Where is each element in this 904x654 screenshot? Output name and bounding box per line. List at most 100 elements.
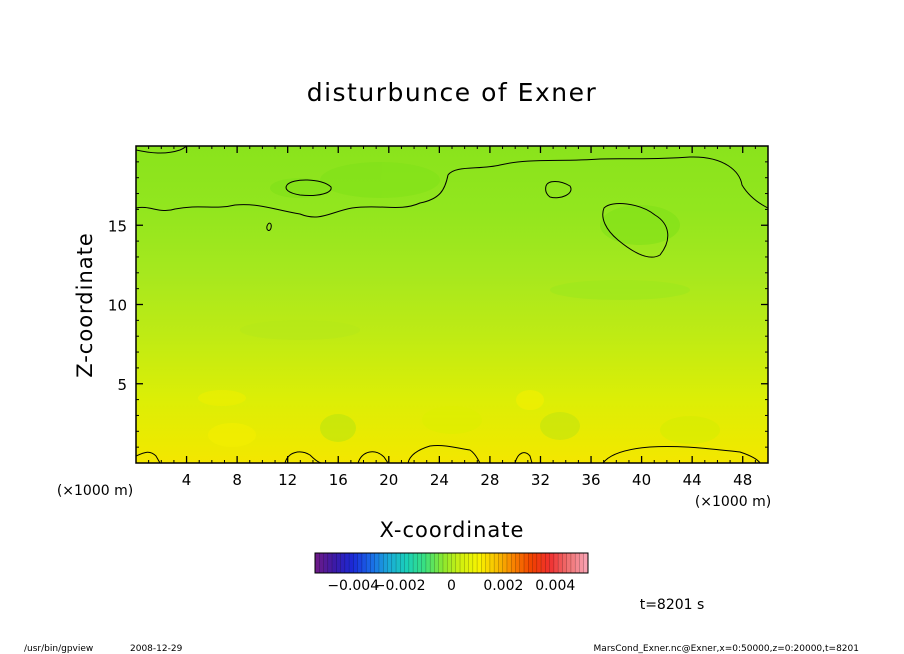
x-tick-label: 48 <box>733 471 752 489</box>
contour-closed-3 <box>602 203 669 258</box>
colorbar-cell <box>349 553 354 573</box>
x-tick-label: 36 <box>581 471 600 489</box>
colorbar-cell <box>370 553 376 573</box>
colorbar-tick-label: −0.002 <box>374 578 426 594</box>
colorbar-cell <box>494 553 499 573</box>
colorbar-cell <box>455 553 461 573</box>
colorbar-cell <box>532 553 538 573</box>
program-name: /usr/bin/gpview <box>24 644 93 654</box>
colorbar-cell <box>472 553 478 573</box>
contour-closed-4 <box>266 222 272 231</box>
colorbar-cell <box>357 553 363 573</box>
x-tick-label: 32 <box>531 471 550 489</box>
y-axis: 5 10 15 <box>108 161 768 448</box>
colorbar-cell <box>417 553 422 573</box>
colorbar-cell <box>545 553 550 573</box>
colorbar <box>314 552 589 574</box>
contour-bottom-3 <box>357 451 389 463</box>
contour-bottom-6 <box>602 445 761 463</box>
colorbar-cell <box>344 553 350 573</box>
colorbar-cell <box>575 553 580 573</box>
x-tick-label: 20 <box>379 471 398 489</box>
colorbar-cell <box>425 553 431 573</box>
colorbar-cell <box>485 553 491 573</box>
colorbar-cell <box>383 553 388 573</box>
colorbar-cell <box>524 553 529 573</box>
colorbar-cell <box>319 553 324 573</box>
colorbar-cell <box>498 553 503 573</box>
colorbar-cell <box>579 553 585 573</box>
colorbar-cell <box>323 553 329 573</box>
colorbar-cell <box>421 553 427 573</box>
contour-bottom-4 <box>407 445 481 463</box>
colorbar-tick-label: −0.004 <box>327 578 379 594</box>
colorbar-cell <box>566 553 572 573</box>
contour-closed-2 <box>545 181 572 199</box>
x-tick-label: 24 <box>430 471 449 489</box>
colorbar-cell <box>502 553 508 573</box>
y-tick-label: 15 <box>108 217 127 235</box>
colorbar-tick-label: 0.004 <box>535 578 575 594</box>
contour-bottom-5 <box>514 452 533 463</box>
colorbar-cell <box>558 553 563 573</box>
colorbar-cell <box>460 553 465 573</box>
x-tick-label: 8 <box>232 471 242 489</box>
colorbar-cell <box>570 553 576 573</box>
colorbar-cell <box>332 553 337 573</box>
colorbar-cell <box>541 553 546 573</box>
colorbar-cell <box>515 553 521 573</box>
x-tick-label: 4 <box>182 471 192 489</box>
colorbar-cell <box>489 553 495 573</box>
colorbar-cell <box>396 553 401 573</box>
colorbar-cell <box>387 553 393 573</box>
colorbar-cell <box>536 553 542 573</box>
colorbar-cell <box>374 553 380 573</box>
colorbar-cell <box>408 553 414 573</box>
colorbar-cell <box>451 553 457 573</box>
x-tick-label: 16 <box>329 471 348 489</box>
colorbar-tick-label: 0 <box>447 578 456 594</box>
x-axis: 4 8 12 16 20 24 28 32 36 40 44 48 <box>148 146 756 489</box>
colorbar-cell <box>361 553 367 573</box>
time-label: t=8201 s <box>640 597 705 613</box>
x-unit-left: (×1000 m) <box>57 483 133 499</box>
colorbar-cell <box>583 553 589 573</box>
colorbar-cell <box>400 553 405 573</box>
y-axis-label: Z-coordinate <box>73 232 97 378</box>
x-unit-right: (×1000 m) <box>695 494 771 510</box>
colorbar-cell <box>430 553 435 573</box>
colorbar-cell <box>468 553 474 573</box>
colorbar-tick-labels: −0.004−0.002 0 0.002 0.004 <box>327 578 575 594</box>
colorbar-cell <box>506 553 512 573</box>
x-tick-label: 12 <box>278 471 297 489</box>
chart-title: disturbunce of Exner <box>307 78 598 107</box>
colorbar-cell <box>511 553 516 573</box>
colorbar-cell <box>549 553 555 573</box>
colorbar-cell <box>340 553 346 573</box>
x-tick-label: 44 <box>683 471 702 489</box>
colorbar-cell <box>481 553 486 573</box>
colorbar-frame <box>314 552 589 574</box>
x-axis-label: X-coordinate <box>380 518 525 542</box>
contour-lines <box>136 146 768 463</box>
colorbar-cell <box>553 553 559 573</box>
data-source: MarsCond_Exner.nc@Exner,x=0:50000,z=0:20… <box>594 644 859 654</box>
colorbar-cell <box>438 553 444 573</box>
x-tick-label: 28 <box>480 471 499 489</box>
colorbar-cell <box>404 553 410 573</box>
colorbar-cell <box>447 553 452 573</box>
colorbar-cell <box>315 553 320 573</box>
colorbar-tick-label: 0.002 <box>483 578 523 594</box>
colorbar-cell <box>353 553 358 573</box>
colorbar-cell <box>434 553 440 573</box>
field-texture <box>198 162 720 447</box>
colorbar-cell <box>442 553 448 573</box>
contour-closed-1 <box>285 179 332 196</box>
colorbar-cell <box>477 553 482 573</box>
plot-date: 2008-12-29 <box>130 644 183 654</box>
contour-upper-band <box>136 156 768 218</box>
colorbar-cell <box>327 553 333 573</box>
colorbar-cell <box>519 553 525 573</box>
x-tick-label: 40 <box>632 471 651 489</box>
